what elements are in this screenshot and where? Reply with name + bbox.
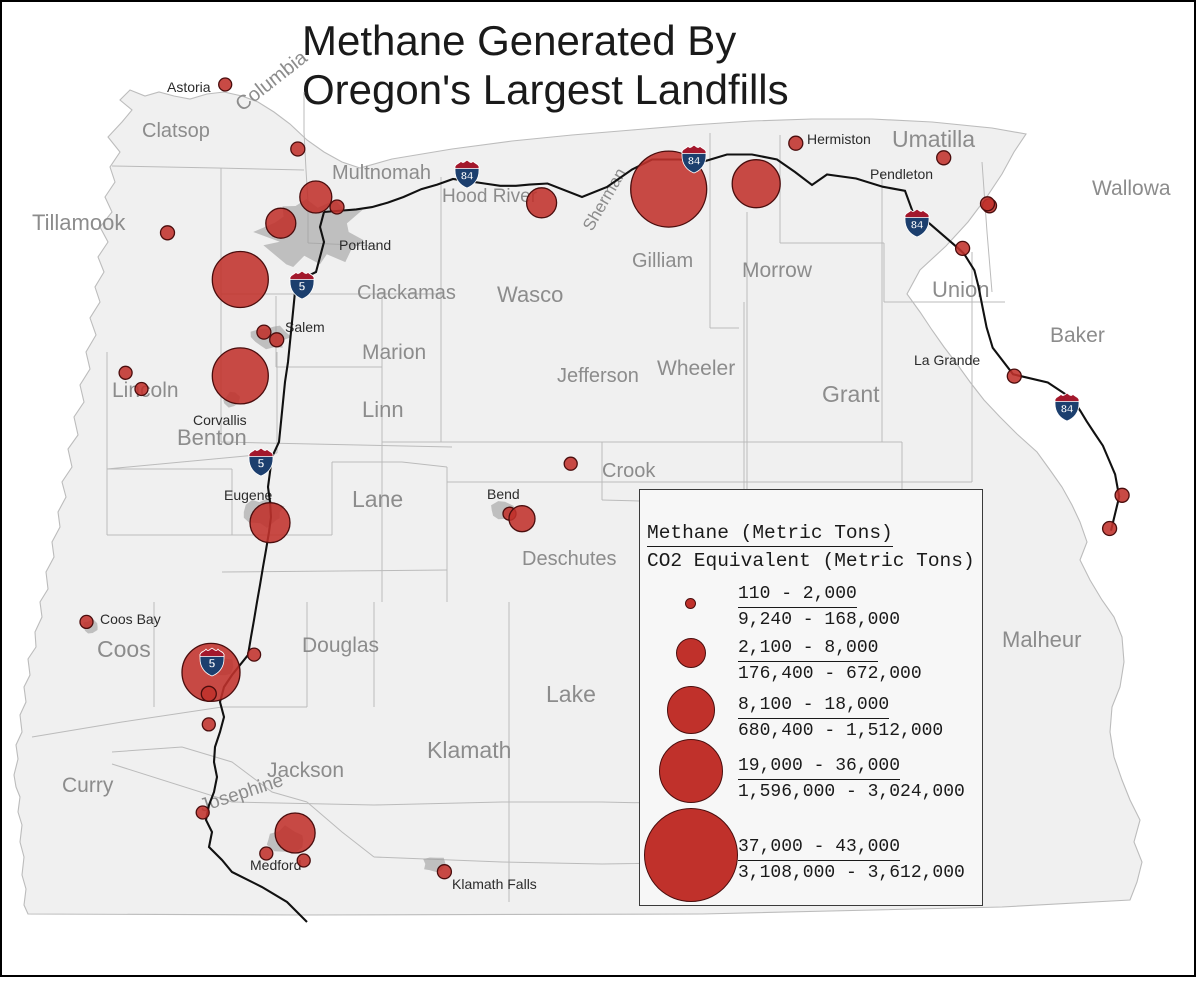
svg-text:Grant: Grant <box>822 381 880 407</box>
svg-text:Multnomah: Multnomah <box>332 162 431 184</box>
svg-text:Wasco: Wasco <box>497 282 563 307</box>
svg-text:Gilliam: Gilliam <box>632 250 693 272</box>
svg-text:84: 84 <box>911 220 924 232</box>
svg-text:Corvallis: Corvallis <box>193 412 247 428</box>
svg-text:Portland: Portland <box>339 237 391 253</box>
svg-text:Jefferson: Jefferson <box>557 365 639 387</box>
svg-text:Deschutes: Deschutes <box>522 548 617 570</box>
svg-text:Lane: Lane <box>352 486 403 512</box>
svg-text:Coos: Coos <box>97 636 151 662</box>
svg-text:Lake: Lake <box>546 681 596 707</box>
svg-text:Pendleton: Pendleton <box>870 166 933 182</box>
svg-text:Tillamook: Tillamook <box>32 210 126 235</box>
svg-text:Marion: Marion <box>362 341 426 364</box>
svg-text:Baker: Baker <box>1050 324 1105 347</box>
svg-text:Hermiston: Hermiston <box>807 131 871 147</box>
svg-text:Bend: Bend <box>487 486 520 502</box>
svg-text:Linn: Linn <box>362 397 404 422</box>
svg-text:Clackamas: Clackamas <box>357 282 456 304</box>
svg-text:Medford: Medford <box>250 857 301 873</box>
svg-text:5: 5 <box>299 280 306 294</box>
svg-text:Benton: Benton <box>177 425 247 450</box>
svg-text:Wheeler: Wheeler <box>657 357 735 380</box>
svg-text:Curry: Curry <box>62 774 114 797</box>
svg-text:84: 84 <box>461 171 474 183</box>
svg-text:5: 5 <box>258 457 265 471</box>
svg-text:5: 5 <box>209 657 216 671</box>
svg-text:Crook: Crook <box>602 460 656 482</box>
svg-text:Clatsop: Clatsop <box>142 120 210 142</box>
svg-text:Astoria: Astoria <box>167 79 211 95</box>
svg-text:Malheur: Malheur <box>1002 627 1081 652</box>
svg-text:Columbia: Columbia <box>232 46 313 116</box>
svg-text:La Grande: La Grande <box>914 352 980 368</box>
svg-text:Douglas: Douglas <box>302 634 379 657</box>
svg-text:Hood River: Hood River <box>442 186 538 207</box>
svg-text:84: 84 <box>688 156 701 168</box>
svg-text:Umatilla: Umatilla <box>892 126 975 152</box>
svg-text:Klamath: Klamath <box>427 737 511 763</box>
svg-text:Wallowa: Wallowa <box>1092 177 1171 200</box>
svg-text:Jackson: Jackson <box>267 759 344 782</box>
svg-text:Morrow: Morrow <box>742 259 813 282</box>
svg-text:Eugene: Eugene <box>224 487 272 503</box>
svg-text:Klamath Falls: Klamath Falls <box>452 876 537 892</box>
svg-text:84: 84 <box>1061 404 1074 416</box>
svg-text:Coos Bay: Coos Bay <box>100 611 161 627</box>
